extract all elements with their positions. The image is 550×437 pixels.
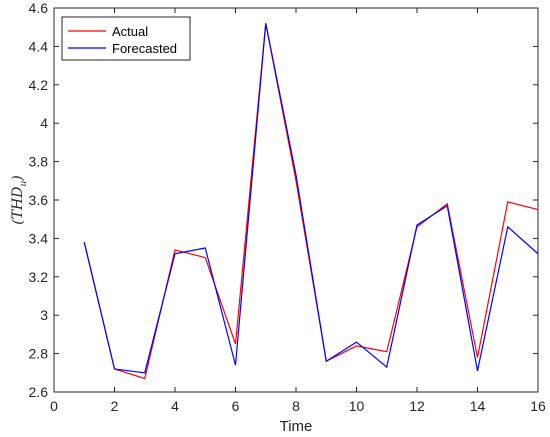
x-axis-label: Time xyxy=(280,418,313,435)
x-tick-label: 16 xyxy=(530,398,546,414)
y-axis-label-subscript: u xyxy=(19,181,29,187)
legend: Actual Forecasted xyxy=(61,16,191,61)
x-tick-label: 6 xyxy=(232,398,240,414)
x-tick-label: 0 xyxy=(50,398,58,414)
y-tick-label: 3 xyxy=(40,307,48,323)
y-axis-label: (THDu) xyxy=(10,175,29,225)
x-tick-label: 4 xyxy=(171,398,179,414)
y-tick-label: 4 xyxy=(40,115,48,131)
y-tick-label: 3.6 xyxy=(29,192,49,208)
legend-label-actual: Actual xyxy=(112,24,148,39)
x-tick-label: 14 xyxy=(470,398,486,414)
y-tick-label: 3.8 xyxy=(29,154,49,170)
x-tick-label: 12 xyxy=(409,398,425,414)
y-tick-label: 4.4 xyxy=(29,38,49,54)
x-tick-label: 10 xyxy=(349,398,365,414)
y-tick-label: 3.2 xyxy=(29,269,49,285)
x-tick-label: 2 xyxy=(111,398,119,414)
plot-area xyxy=(53,7,539,393)
y-tick-label: 2.8 xyxy=(29,346,49,362)
y-tick-label: 3.4 xyxy=(29,230,49,246)
y-tick-label: 4.6 xyxy=(29,0,49,16)
axis-ticks: 0 2 4 6 8 10 12 14 16 2.6 2.8 3 3.2 3.4 3.6 3.8 4 4.2 4.4 4… xyxy=(29,0,546,414)
y-tick-label: 2.6 xyxy=(29,384,49,400)
y-tick-label: 4.2 xyxy=(29,77,49,93)
series-lines xyxy=(83,23,539,380)
legend-label-forecasted: Forecasted xyxy=(112,41,177,56)
x-tick-label: 8 xyxy=(292,398,300,414)
legend-box xyxy=(61,16,191,61)
series-line-forecasted xyxy=(83,23,539,374)
